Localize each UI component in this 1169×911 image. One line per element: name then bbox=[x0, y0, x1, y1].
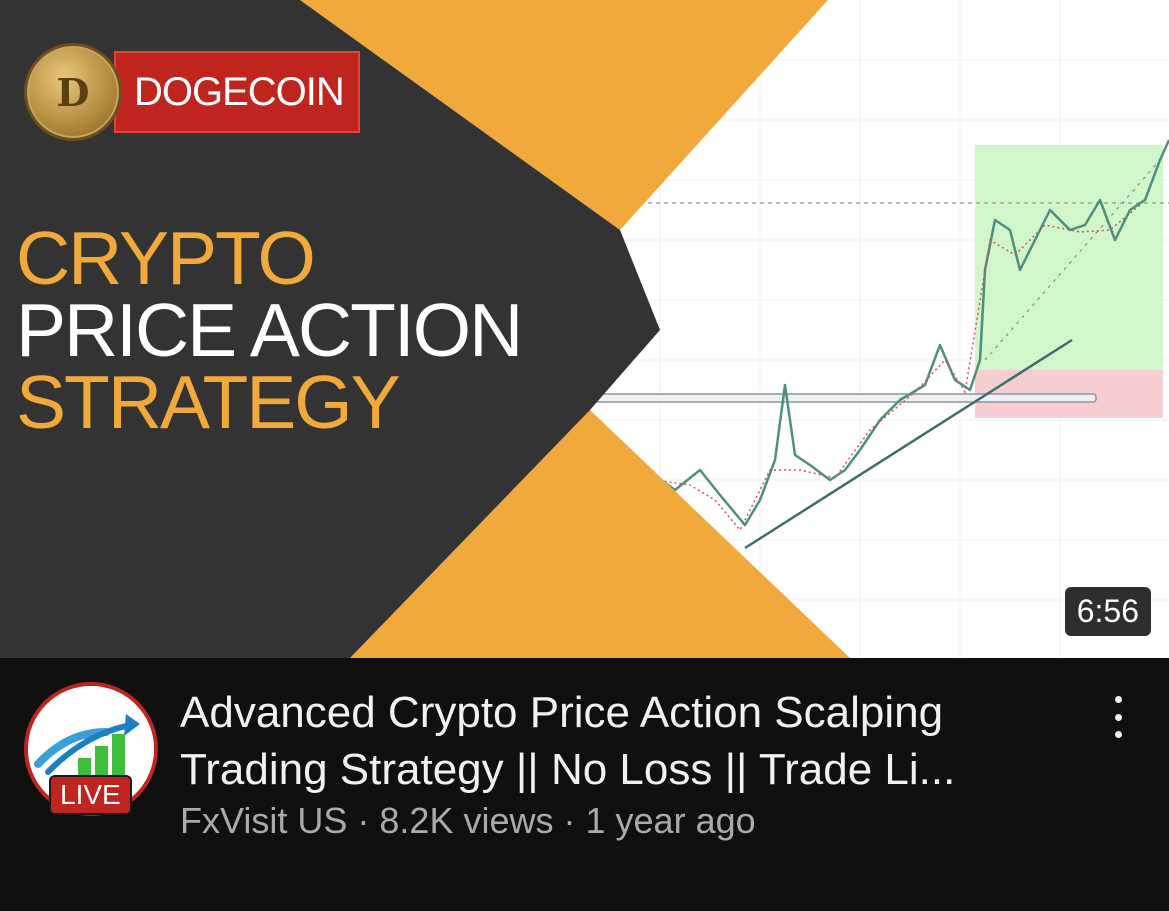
video-title[interactable]: Advanced Crypto Price Action Scalping Tr… bbox=[180, 688, 956, 794]
dogecoin-brand: D DOGECOIN bbox=[24, 43, 360, 141]
separator: · bbox=[357, 800, 370, 841]
live-badge: LIVE bbox=[49, 775, 132, 815]
video-metadata: LIVE Advanced Crypto Price Action Scalpi… bbox=[0, 658, 1169, 911]
dogecoin-icon: D bbox=[24, 43, 122, 141]
duration-badge: 6:56 bbox=[1064, 587, 1151, 636]
trend-line bbox=[744, 338, 1073, 550]
thumbnail-background bbox=[0, 0, 1169, 658]
coin-letter: D bbox=[56, 69, 90, 115]
thumbnail-headline: CRYPTO PRICE ACTION STRATEGY bbox=[16, 216, 523, 444]
upload-age: 1 year ago bbox=[585, 800, 756, 841]
headline-line-2: PRICE ACTION bbox=[16, 288, 523, 372]
brand-label: DOGECOIN bbox=[114, 51, 360, 133]
separator: · bbox=[563, 800, 576, 841]
support-line bbox=[589, 393, 1097, 403]
dot bbox=[1114, 696, 1122, 703]
dot bbox=[1114, 731, 1122, 738]
orange-wedge-top bbox=[300, 0, 828, 230]
dark-chevron bbox=[0, 0, 660, 658]
take-profit-zone bbox=[975, 145, 1163, 370]
channel-avatar[interactable]: LIVE bbox=[24, 682, 158, 816]
price-candles bbox=[619, 139, 1169, 527]
view-count: 8.2K views bbox=[379, 800, 554, 841]
orange-wedge-bottom bbox=[350, 410, 850, 658]
headline-line-3: STRATEGY bbox=[16, 360, 401, 444]
more-vert-icon[interactable] bbox=[1100, 692, 1136, 742]
brand-label-text: DOGECOIN bbox=[134, 69, 345, 114]
dot bbox=[1114, 713, 1122, 721]
headline-line-1: CRYPTO bbox=[16, 216, 316, 300]
video-thumbnail[interactable]: D DOGECOIN CRYPTO PRICE ACTION STRATEGY … bbox=[0, 0, 1169, 658]
channel-name[interactable]: FxVisit US bbox=[180, 800, 348, 841]
video-subtitle: FxVisit US · 8.2K views · 1 year ago bbox=[180, 800, 756, 842]
